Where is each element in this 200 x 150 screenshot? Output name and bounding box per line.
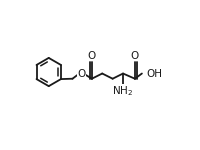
Text: OH: OH xyxy=(146,69,162,78)
Text: O: O xyxy=(88,51,96,61)
Text: O: O xyxy=(131,51,139,61)
Text: O: O xyxy=(77,69,86,78)
Text: NH$_2$: NH$_2$ xyxy=(112,84,134,98)
